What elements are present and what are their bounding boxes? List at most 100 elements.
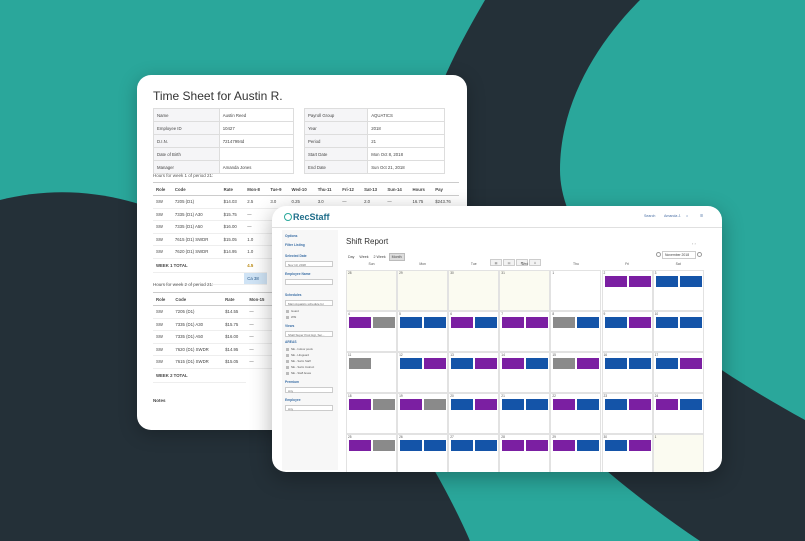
premium-select[interactable]: Any (285, 387, 333, 393)
shift-block[interactable] (475, 317, 498, 328)
schedule-item[interactable]: WSI (286, 315, 296, 319)
shift-block[interactable] (373, 317, 395, 328)
calendar-day[interactable]: 15 (550, 352, 602, 393)
schedule-item[interactable]: Guard (286, 309, 299, 313)
shift-block[interactable] (400, 317, 423, 328)
shift-block[interactable] (553, 399, 576, 410)
view-select[interactable]: Shall Super Pool Hgt, Ser... (285, 331, 333, 337)
shift-block[interactable] (679, 358, 702, 369)
calendar-day[interactable]: 6 (448, 311, 500, 352)
user-menu[interactable]: Amanda J. (664, 214, 682, 218)
area-item[interactable]: NE - Lifeguard (286, 353, 309, 357)
pager-arrows[interactable]: ‹ › (692, 241, 696, 246)
shift-block[interactable] (475, 399, 498, 410)
shift-block[interactable] (400, 399, 423, 410)
shift-block[interactable] (553, 440, 576, 451)
sidebar-filter-listing[interactable]: Filter Listing (285, 243, 305, 247)
shift-block[interactable] (577, 399, 600, 410)
view-2-week-button[interactable]: 2 Week (373, 255, 386, 259)
view-day-button[interactable]: Day (348, 255, 355, 259)
shift-block[interactable] (628, 358, 651, 369)
shift-block[interactable] (604, 399, 627, 410)
calendar-day[interactable]: 16 (601, 352, 653, 393)
shift-block[interactable] (451, 317, 474, 328)
recstaff-logo[interactable]: RecStaff (284, 212, 330, 222)
shift-block[interactable] (451, 399, 474, 410)
view-month-button[interactable]: Month (388, 253, 405, 261)
menu-icon[interactable]: ☰ (700, 214, 704, 218)
area-item[interactable]: NE - Swim Staff (286, 359, 311, 363)
employee-name-input[interactable] (285, 279, 333, 285)
list-view-icon[interactable]: ▤ (503, 259, 515, 266)
calendar-day[interactable]: 1 (652, 434, 704, 472)
calendar-day[interactable]: 29 (550, 434, 602, 472)
sidebar-options[interactable]: Options (285, 234, 298, 238)
calendar-day[interactable]: 25 (346, 434, 398, 472)
shift-block[interactable] (526, 317, 549, 328)
shift-block[interactable] (424, 440, 447, 451)
calendar-day[interactable]: 24 (652, 393, 704, 434)
home-icon[interactable]: ⌂ (686, 214, 689, 218)
shift-block[interactable] (400, 440, 423, 451)
calendar-day[interactable]: 1 (550, 270, 602, 311)
calendar-day[interactable]: 2 (601, 270, 653, 311)
calendar-day[interactable]: 28 (499, 434, 551, 472)
shift-block[interactable] (349, 358, 371, 369)
calendar-day[interactable]: 30 (601, 434, 653, 472)
shift-block[interactable] (553, 358, 576, 369)
view-week-button[interactable]: Week (359, 255, 369, 259)
status-badge[interactable]: Ca 38 (244, 272, 268, 285)
shift-block[interactable] (655, 399, 678, 410)
selected-date-input[interactable]: Nov 13, 2018 (285, 261, 333, 267)
shift-block[interactable] (577, 317, 600, 328)
area-item[interactable]: NE - Swim Instruct (286, 365, 314, 369)
calendar-day[interactable]: 12 (397, 352, 449, 393)
calendar-day[interactable]: 28 (346, 270, 398, 311)
calendar-day[interactable]: 11 (346, 352, 398, 393)
shift-block[interactable] (604, 276, 627, 287)
shift-block[interactable] (577, 358, 600, 369)
shift-block[interactable] (655, 358, 678, 369)
shift-block[interactable] (451, 440, 474, 451)
calendar-day[interactable]: 7 (499, 311, 551, 352)
calendar-day[interactable]: 3 (652, 270, 704, 311)
shift-block[interactable] (526, 358, 549, 369)
shift-block[interactable] (349, 440, 371, 451)
calendar-day[interactable]: 4 (346, 311, 398, 352)
calendar-day[interactable]: 20 (448, 393, 500, 434)
calendar-day[interactable]: 14 (499, 352, 551, 393)
calendar-day[interactable]: 30 (448, 270, 500, 311)
shift-block[interactable] (679, 317, 702, 328)
calendar-day[interactable]: 19 (397, 393, 449, 434)
shift-block[interactable] (349, 399, 371, 410)
shift-block[interactable] (349, 317, 371, 328)
shift-block[interactable] (424, 358, 447, 369)
calendar-day[interactable]: 27 (448, 434, 500, 472)
shift-block[interactable] (604, 440, 627, 451)
employee-select[interactable]: Any (285, 405, 333, 411)
area-item[interactable]: NE - Indoor pools (286, 347, 313, 351)
shift-block[interactable] (604, 317, 627, 328)
shift-block[interactable] (679, 399, 702, 410)
calendar-day[interactable]: 17 (652, 352, 704, 393)
calendar-day[interactable]: 22 (550, 393, 602, 434)
shift-block[interactable] (628, 440, 651, 451)
shift-block[interactable] (655, 317, 678, 328)
shift-block[interactable] (526, 440, 549, 451)
calendar-day[interactable]: 10 (652, 311, 704, 352)
shift-block[interactable] (424, 317, 447, 328)
shift-block[interactable] (628, 399, 651, 410)
shift-block[interactable] (553, 317, 576, 328)
shift-block[interactable] (679, 276, 702, 287)
shift-block[interactable] (451, 358, 474, 369)
shift-block[interactable] (655, 276, 678, 287)
shift-block[interactable] (526, 399, 549, 410)
grid-view-icon[interactable]: ▦ (490, 259, 502, 266)
shift-block[interactable] (502, 358, 525, 369)
shift-block[interactable] (373, 440, 395, 451)
search-link[interactable]: Search (644, 214, 656, 218)
calendar-day[interactable]: 9 (601, 311, 653, 352)
calendar-day[interactable]: 26 (397, 434, 449, 472)
print-icon[interactable]: ⬒ (516, 259, 528, 266)
next-month-icon[interactable] (696, 252, 702, 257)
